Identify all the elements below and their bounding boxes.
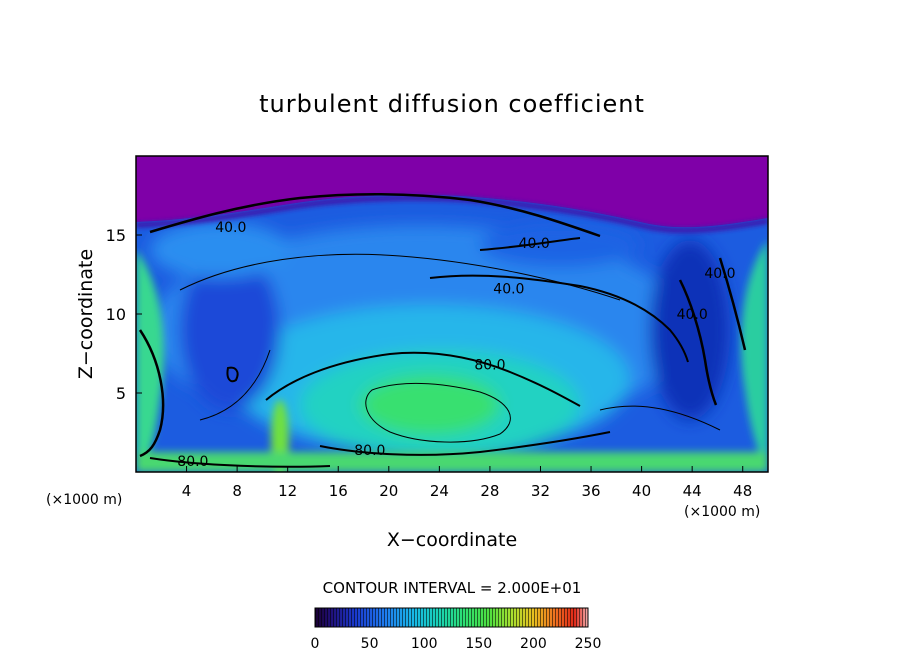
- contour-label: 40.0: [215, 220, 246, 236]
- y-axis: 5 10 15: [106, 226, 142, 403]
- y-tick-label: 5: [116, 384, 126, 403]
- colorbar-stripes: [315, 608, 588, 627]
- colorbar-ticks: 0 50 100 150 200 250: [311, 636, 602, 652]
- x-tick-label: 32: [531, 482, 550, 500]
- field-upper-layer: [136, 156, 768, 228]
- contour-40-far-right: [718, 257, 747, 351]
- contour-labels: 40.0 40.0 40.0 40.0 40.0 80.0 80.0 80.0: [177, 220, 735, 470]
- x-tick-label: 48: [733, 482, 752, 500]
- x-tick-label: 12: [278, 482, 297, 500]
- x-tick-label: 8: [232, 482, 242, 500]
- field-region-deep-left: [180, 250, 280, 410]
- contour-label: 40.0: [493, 282, 524, 298]
- x-tick-label: 24: [430, 482, 449, 500]
- colorbar: 0 50 100 150 200 250: [311, 607, 602, 652]
- field-region-green: [360, 375, 500, 435]
- contour-inner-3: [199, 349, 271, 421]
- y-tick-label: 15: [106, 226, 126, 245]
- x-tick-label: 4: [182, 482, 192, 500]
- x-axis-label: X−coordinate: [387, 529, 517, 551]
- contour-inner-4: [599, 405, 721, 431]
- x-tick-label: 28: [480, 482, 499, 500]
- contour-label: 80.0: [474, 358, 505, 374]
- field-region-upper-right: [480, 223, 640, 267]
- colorbar-tick-label: 0: [311, 636, 320, 652]
- contour-80-bottom: [149, 457, 331, 468]
- colorbar-tick-label: 250: [575, 636, 602, 652]
- chart-title: turbulent diffusion coefficient: [259, 90, 645, 118]
- y-tick-label: 10: [106, 305, 126, 324]
- field-edge-left: [136, 250, 164, 470]
- x-tick-label: 40: [632, 482, 651, 500]
- x-tick-label: 44: [683, 482, 702, 500]
- x-unit-right: (×1000 m): [684, 504, 760, 520]
- contour-inner-1: [365, 382, 511, 443]
- x-unit-left: (×1000 m): [46, 492, 122, 508]
- contour-80-lower: [319, 431, 611, 456]
- contour-40-upper-right: [479, 237, 581, 251]
- contour-interval-note: CONTOUR INTERVAL = 2.000E+01: [323, 579, 582, 597]
- contour-40-right: [678, 279, 718, 406]
- contour-40-mid: [429, 274, 689, 363]
- contour-inner-2: [179, 253, 621, 301]
- colorbar-frame: [314, 607, 589, 628]
- contour-40-upper: [149, 193, 601, 238]
- contour-80-upper: [265, 351, 581, 407]
- heatmap-field: 40.0 40.0 40.0 40.0 40.0 80.0 80.0 80.0: [136, 156, 768, 472]
- contour-label: 80.0: [354, 443, 385, 459]
- x-tick-label: 36: [581, 482, 600, 500]
- colorbar-tick-label: 200: [520, 636, 547, 652]
- contour-lines: [138, 193, 747, 468]
- contour-x8-cell: [226, 366, 239, 383]
- y-axis-label: Z−coordinate: [75, 249, 97, 379]
- colorbar-tick-label: 150: [465, 636, 492, 652]
- contour-left-cell: [138, 329, 165, 458]
- x-tick-label: 16: [329, 482, 348, 500]
- field-upper-layer-transition: [136, 194, 768, 234]
- contour-label: 40.0: [677, 307, 708, 323]
- x-tick-label: 20: [379, 482, 398, 500]
- contour-label: 40.0: [704, 266, 735, 282]
- field-edge-right: [741, 240, 768, 470]
- field-region-deep-right: [650, 240, 730, 420]
- colorbar-tick-label: 100: [411, 636, 438, 652]
- x-axis: 4 8 12 16 20 24 28 32 36 40 44 48: [182, 466, 752, 500]
- contour-label: 40.0: [519, 236, 550, 252]
- contour-label: 80.0: [177, 454, 208, 470]
- colorbar-tick-label: 50: [361, 636, 379, 652]
